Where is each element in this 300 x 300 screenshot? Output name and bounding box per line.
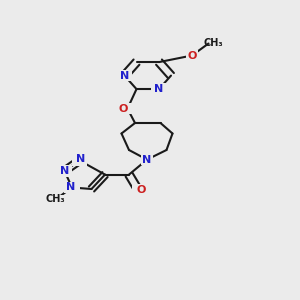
Text: CH₃: CH₃ xyxy=(203,38,223,49)
Text: CH₃: CH₃ xyxy=(46,194,65,205)
Text: O: O xyxy=(137,184,146,195)
Text: O: O xyxy=(118,103,128,114)
FancyBboxPatch shape xyxy=(57,165,72,177)
FancyBboxPatch shape xyxy=(121,103,134,114)
FancyBboxPatch shape xyxy=(117,70,132,81)
FancyBboxPatch shape xyxy=(64,182,80,193)
Text: N: N xyxy=(154,84,164,94)
FancyBboxPatch shape xyxy=(141,154,153,165)
Text: N: N xyxy=(142,154,152,165)
Text: N: N xyxy=(120,70,129,81)
FancyBboxPatch shape xyxy=(132,184,144,195)
FancyBboxPatch shape xyxy=(72,155,87,166)
FancyBboxPatch shape xyxy=(151,83,167,95)
Text: N: N xyxy=(66,182,75,193)
Text: O: O xyxy=(187,50,197,61)
Text: N: N xyxy=(60,166,69,176)
Text: N: N xyxy=(76,154,85,164)
FancyBboxPatch shape xyxy=(186,50,198,61)
FancyBboxPatch shape xyxy=(46,195,65,207)
